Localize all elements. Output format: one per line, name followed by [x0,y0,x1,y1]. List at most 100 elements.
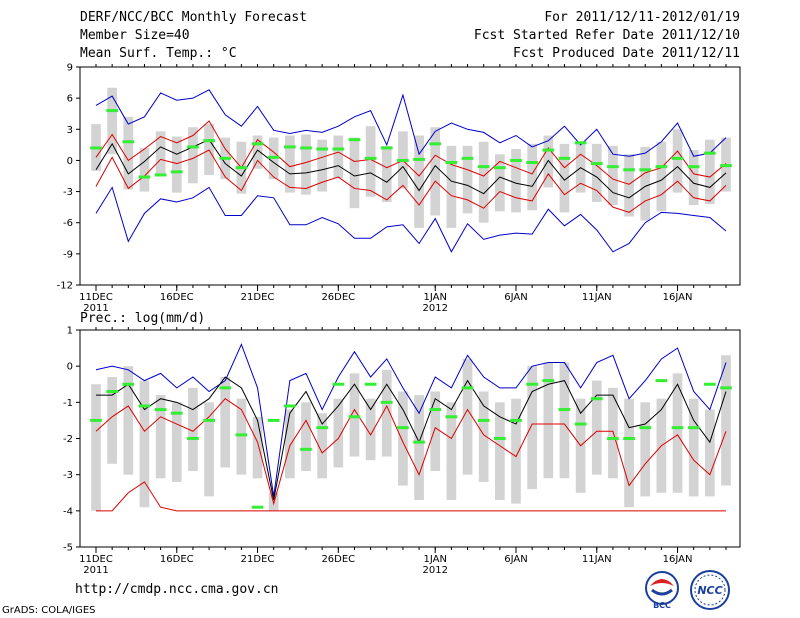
ensemble-box [285,409,295,479]
ensemble-box [462,145,473,214]
ensemble-box [252,416,263,479]
ensemble-box [333,398,344,468]
y-tick-label: -1 [63,398,73,409]
ensemble-box [511,398,521,504]
ensemble-box [640,402,651,497]
ensemble-box [414,135,424,228]
mean-red-line [95,398,727,506]
y-tick-label: -9 [63,249,73,260]
ensemble-box [285,135,295,193]
x-tick-label: 21DEC [241,292,275,303]
ensemble-box [478,141,489,223]
ensemble-box [107,377,117,464]
y-tick-label: 0 [67,362,73,373]
ensemble-box [430,391,441,472]
ensemble-box [640,146,651,221]
member-size-label: Member Size=40 [80,28,190,43]
ensemble-box [495,154,505,212]
ensemble-max-line [95,89,727,157]
ensemble-box [446,402,457,500]
ensemble-box [301,402,311,472]
ensemble-box [624,398,634,508]
lower-band-line [95,149,727,213]
x-tick-label: 2012 [423,565,448,576]
ensemble-box [317,139,327,192]
ensemble-box [527,366,537,490]
lower-red-line [96,481,726,512]
ensemble-box [543,362,554,479]
y-tick-label: -12 [57,281,73,292]
ensemble-box [559,362,570,479]
ensemble-box [171,402,182,482]
ensemble-box [139,147,150,192]
x-tick-label: 1JAN [423,292,446,303]
x-tick-label: 2011 [83,303,108,314]
ensemble-box [430,127,441,216]
ensemble-box [123,366,134,475]
ensemble-box [591,380,602,475]
x-tick-label: 2011 [83,565,108,576]
ensemble-box [559,143,570,213]
ensemble-box [608,145,618,206]
upper-band-line [95,120,727,185]
ensemble-box [414,395,424,500]
x-tick-label: 11DEC [79,292,113,303]
x-tick-label: 2012 [423,303,448,314]
ensemble-box [139,380,150,508]
ensemble-box [478,391,489,482]
ensemble-box [204,402,214,497]
ensemble-box [155,395,166,479]
chart-title: DERF/NCC/BCC Monthly Forecast [80,10,307,25]
ensemble-box [672,373,683,493]
ensemble-box [171,136,182,193]
ensemble-box [511,149,521,213]
x-tick-label: 6JAN [504,292,527,303]
ensemble-box [381,145,392,202]
y-tick-label: -2 [63,434,73,445]
ensemble-box [446,145,457,228]
x-tick-label: 11DEC [79,554,113,565]
y-tick-label: 3 [67,125,73,136]
ensemble-box [236,398,247,475]
ensemble-box [688,398,699,497]
ensemble-mean-line [95,139,727,199]
y-tick-label: -3 [63,470,73,481]
precip-panel-title: Prec.: log(mm/d) [80,311,205,326]
plot-frame [79,66,741,286]
forecast-period: For 2011/12/11-2012/01/19 [544,10,740,25]
x-tick-label: 26DEC [321,292,355,303]
x-tick-label: 16DEC [160,292,194,303]
x-tick-label: 6JAN [504,554,527,565]
grads-credit: GrADS: COLA/IGES [2,605,96,616]
bcc-logo-icon: BCC [645,571,679,610]
ensemble-box [705,409,715,497]
source-url[interactable]: http://cmdp.ncc.cma.gov.cn [75,582,279,597]
y-tick-label: -4 [63,506,73,517]
ensemble-box [301,134,311,195]
ensemble-box [672,129,683,193]
x-tick-label: 21DEC [241,554,275,565]
ensemble-box [624,154,634,217]
ensemble-box [608,387,618,479]
ensemble-box [398,391,408,486]
x-tick-label: 16JAN [663,292,693,303]
ensemble-box [349,373,360,457]
y-tick-label: 9 [67,63,73,74]
ensemble-box [155,131,166,176]
ensemble-mean-line [96,376,727,501]
y-tick-label: -5 [63,543,73,554]
ensemble-box [220,377,231,468]
ensemble-box [688,150,699,206]
y-tick-label: 6 [67,94,73,105]
y-tick-label: -6 [63,218,73,229]
ensemble-box [365,126,376,197]
ensemble-box [543,135,554,188]
ensemble-box [527,143,537,211]
ensemble-box [656,141,667,212]
ncc-logo-icon: NCC [690,570,730,610]
forecast-start-date: Fcst Started Refer Date 2011/12/10 [473,28,740,43]
ensemble-box [349,137,360,209]
